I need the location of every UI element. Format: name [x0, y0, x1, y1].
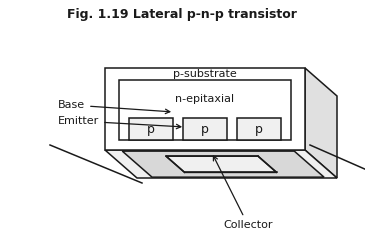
Polygon shape [129, 118, 173, 140]
Text: p: p [255, 122, 263, 136]
Text: p: p [147, 122, 155, 136]
Polygon shape [119, 80, 291, 140]
Text: Collector: Collector [214, 156, 273, 230]
Text: p-substrate: p-substrate [173, 69, 237, 79]
Polygon shape [237, 118, 281, 140]
Text: p: p [201, 122, 209, 136]
Text: Fig. 1.19 Lateral p-n-p transistor: Fig. 1.19 Lateral p-n-p transistor [67, 9, 297, 21]
Polygon shape [166, 156, 277, 172]
Polygon shape [105, 68, 305, 150]
Polygon shape [183, 118, 227, 140]
Text: Base: Base [58, 100, 170, 114]
Text: n-epitaxial: n-epitaxial [176, 94, 235, 104]
Text: Emitter: Emitter [58, 116, 181, 129]
Polygon shape [122, 151, 324, 177]
Polygon shape [305, 68, 337, 178]
Polygon shape [105, 150, 337, 178]
